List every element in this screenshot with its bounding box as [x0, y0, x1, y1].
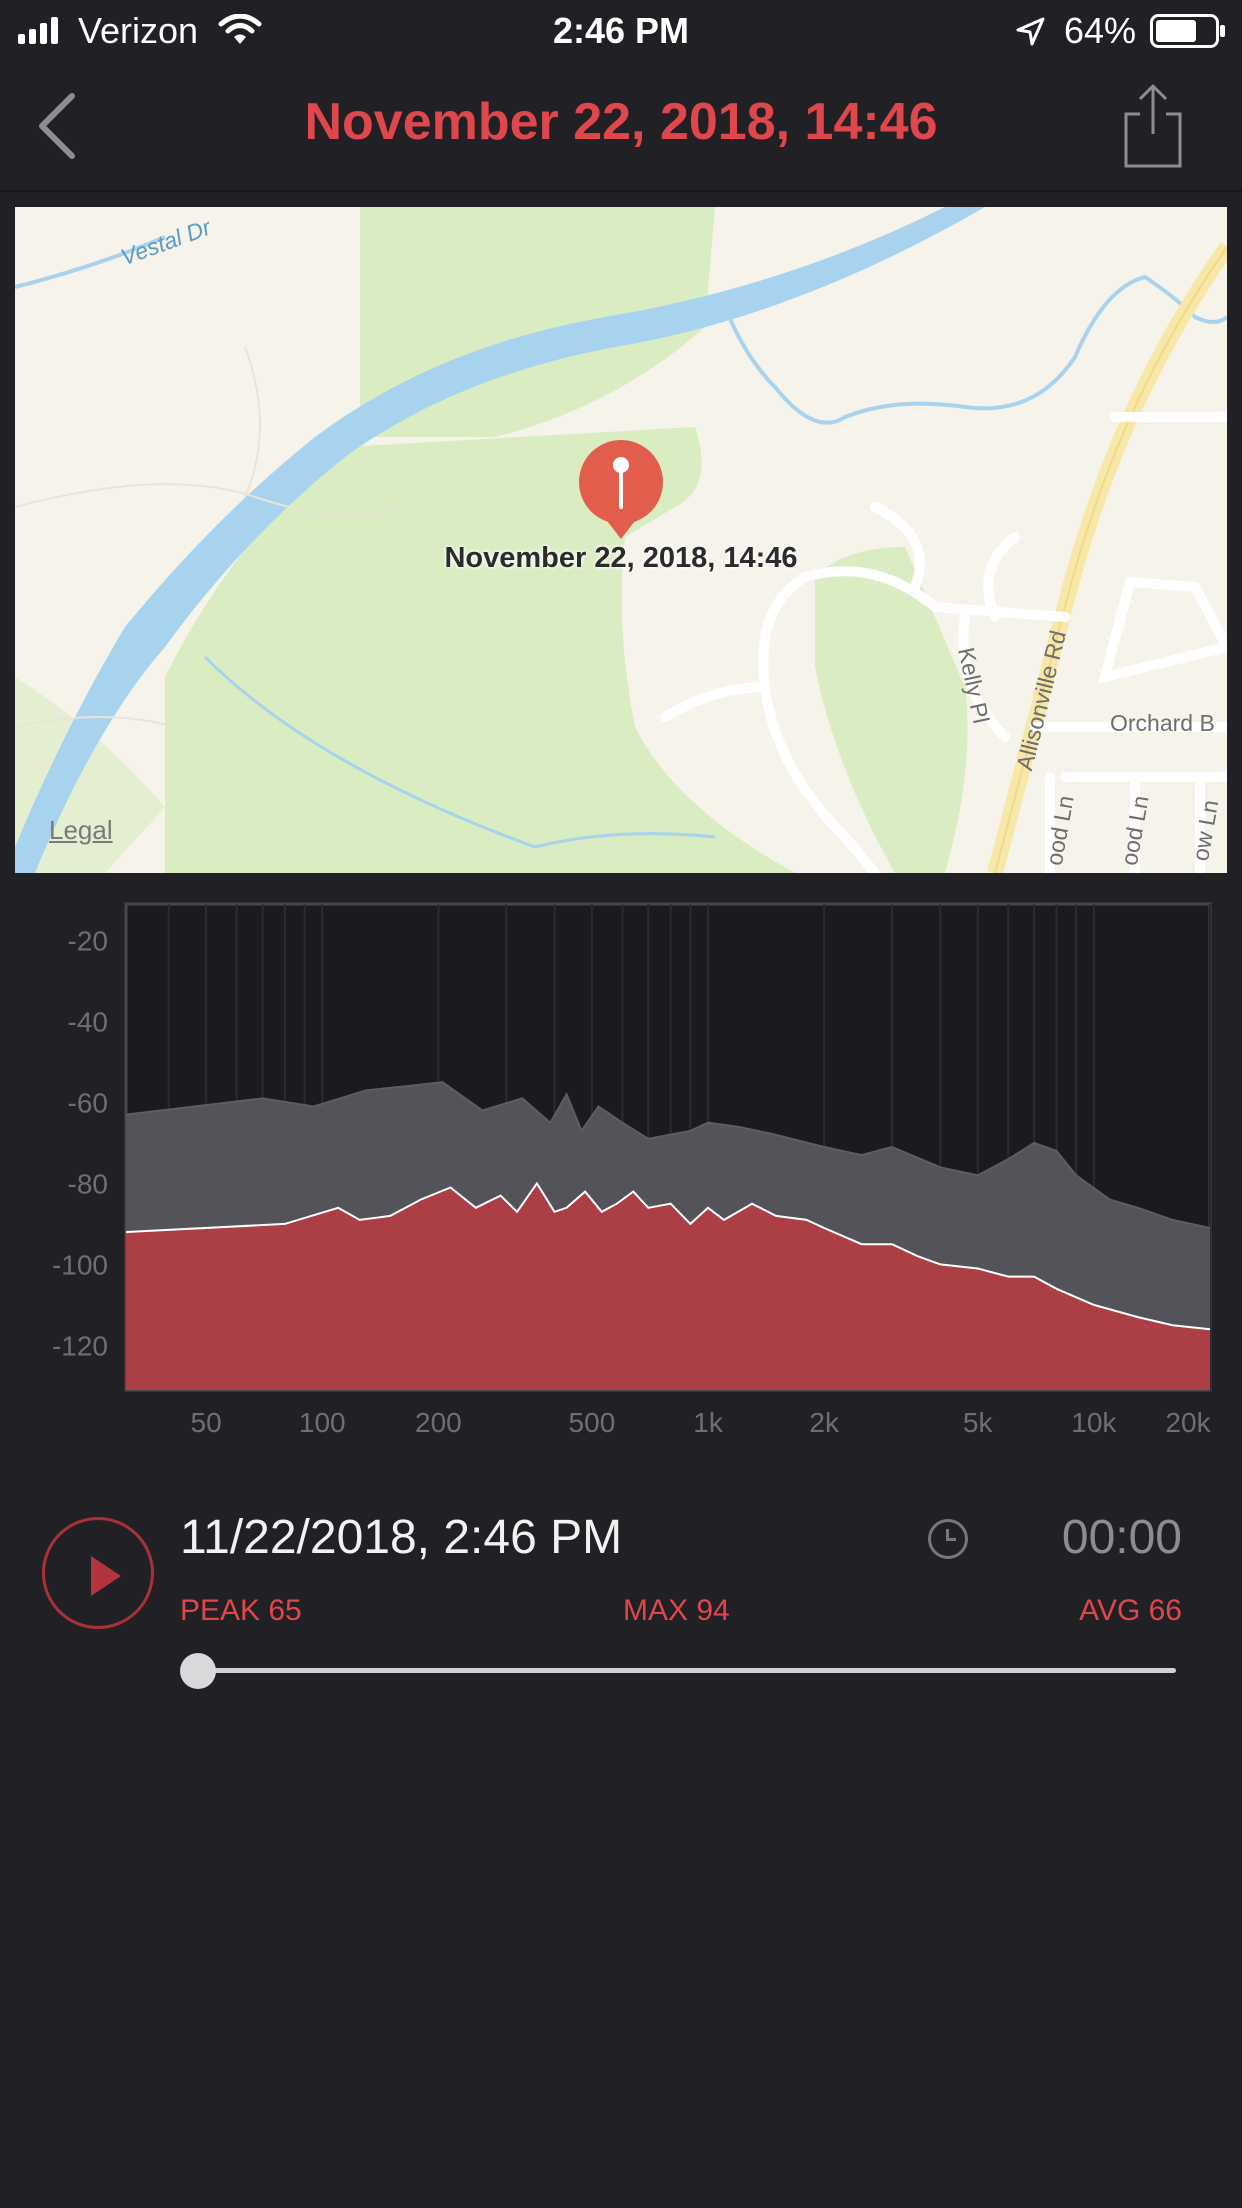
map-legal-link[interactable]: Legal: [49, 815, 113, 845]
y-tick-label: -60: [68, 1087, 108, 1118]
battery-icon: [1150, 14, 1225, 48]
spectrum-chart: -20 -40 -60 -80 -100 -120 50 100 200 500 1k 2k 5k 10k…: [0, 890, 1242, 1450]
max-stat: MAX 94: [623, 1594, 730, 1627]
play-icon: [91, 1556, 121, 1596]
status-bar: Verizon 2:46 PM 64%: [0, 0, 1242, 62]
chevron-left-icon: [39, 93, 75, 159]
x-tick-label: 50: [191, 1407, 222, 1438]
carrier-name: Verizon: [78, 10, 199, 51]
y-tick-label: -80: [68, 1168, 108, 1199]
battery-percent: 64%: [1064, 10, 1137, 51]
map-label-orchard: Orchard B: [1110, 710, 1215, 736]
x-tick-label: 5k: [963, 1407, 994, 1438]
location-map[interactable]: Vestal Dr Kelly Pl Allisonville Rd Orcha…: [15, 207, 1227, 873]
recording-date: 11/22/2018, 2:46 PM: [180, 1511, 623, 1564]
signal-icon: [18, 17, 58, 44]
y-tick-label: -40: [68, 1006, 108, 1037]
spectrum-chart-svg: -20 -40 -60 -80 -100 -120 50 100 200 500 1k 2k 5k 10k…: [52, 902, 1212, 1438]
x-tick-label: 100: [299, 1407, 346, 1438]
y-tick-label: -20: [68, 925, 108, 956]
x-tick-label: 500: [569, 1407, 616, 1438]
share-icon: [1124, 84, 1182, 168]
playback-slider-thumb[interactable]: [180, 1653, 216, 1689]
recording-duration: 00:00: [1061, 1511, 1182, 1564]
wifi-icon: [218, 14, 262, 44]
spectrum-series-2-area: [126, 1183, 1210, 1390]
status-time: 2:46 PM: [552, 10, 690, 51]
map-graphic: [15, 207, 1227, 873]
map-pin-label: November 22, 2018, 14:46: [444, 542, 798, 574]
location-arrow-icon: [1016, 17, 1045, 46]
avg-stat: AVG 66: [1079, 1594, 1182, 1627]
x-tick-label: 1k: [693, 1407, 724, 1438]
back-button[interactable]: [28, 90, 88, 160]
peak-stat: PEAK 65: [180, 1594, 302, 1627]
spectrum-series-2-line: [125, 1181, 1211, 1331]
x-tick-label: 10k: [1071, 1407, 1117, 1438]
spectrum-series-1-line: [125, 1081, 1211, 1229]
play-button[interactable]: [42, 1517, 154, 1629]
y-tick-label: -100: [52, 1249, 108, 1280]
x-tick-label: 20k: [1165, 1407, 1211, 1438]
share-button[interactable]: [1118, 82, 1188, 172]
y-tick-label: -120: [52, 1330, 108, 1361]
x-tick-label: 200: [415, 1407, 462, 1438]
map-pin-icon[interactable]: [579, 440, 663, 539]
clock-icon: [928, 1519, 968, 1559]
nav-bar: November 22, 2018, 14:46: [0, 62, 1242, 192]
page-title: November 22, 2018, 14:46: [304, 93, 938, 151]
x-tick-label: 2k: [809, 1407, 840, 1438]
playback-slider-track[interactable]: [196, 1668, 1176, 1673]
